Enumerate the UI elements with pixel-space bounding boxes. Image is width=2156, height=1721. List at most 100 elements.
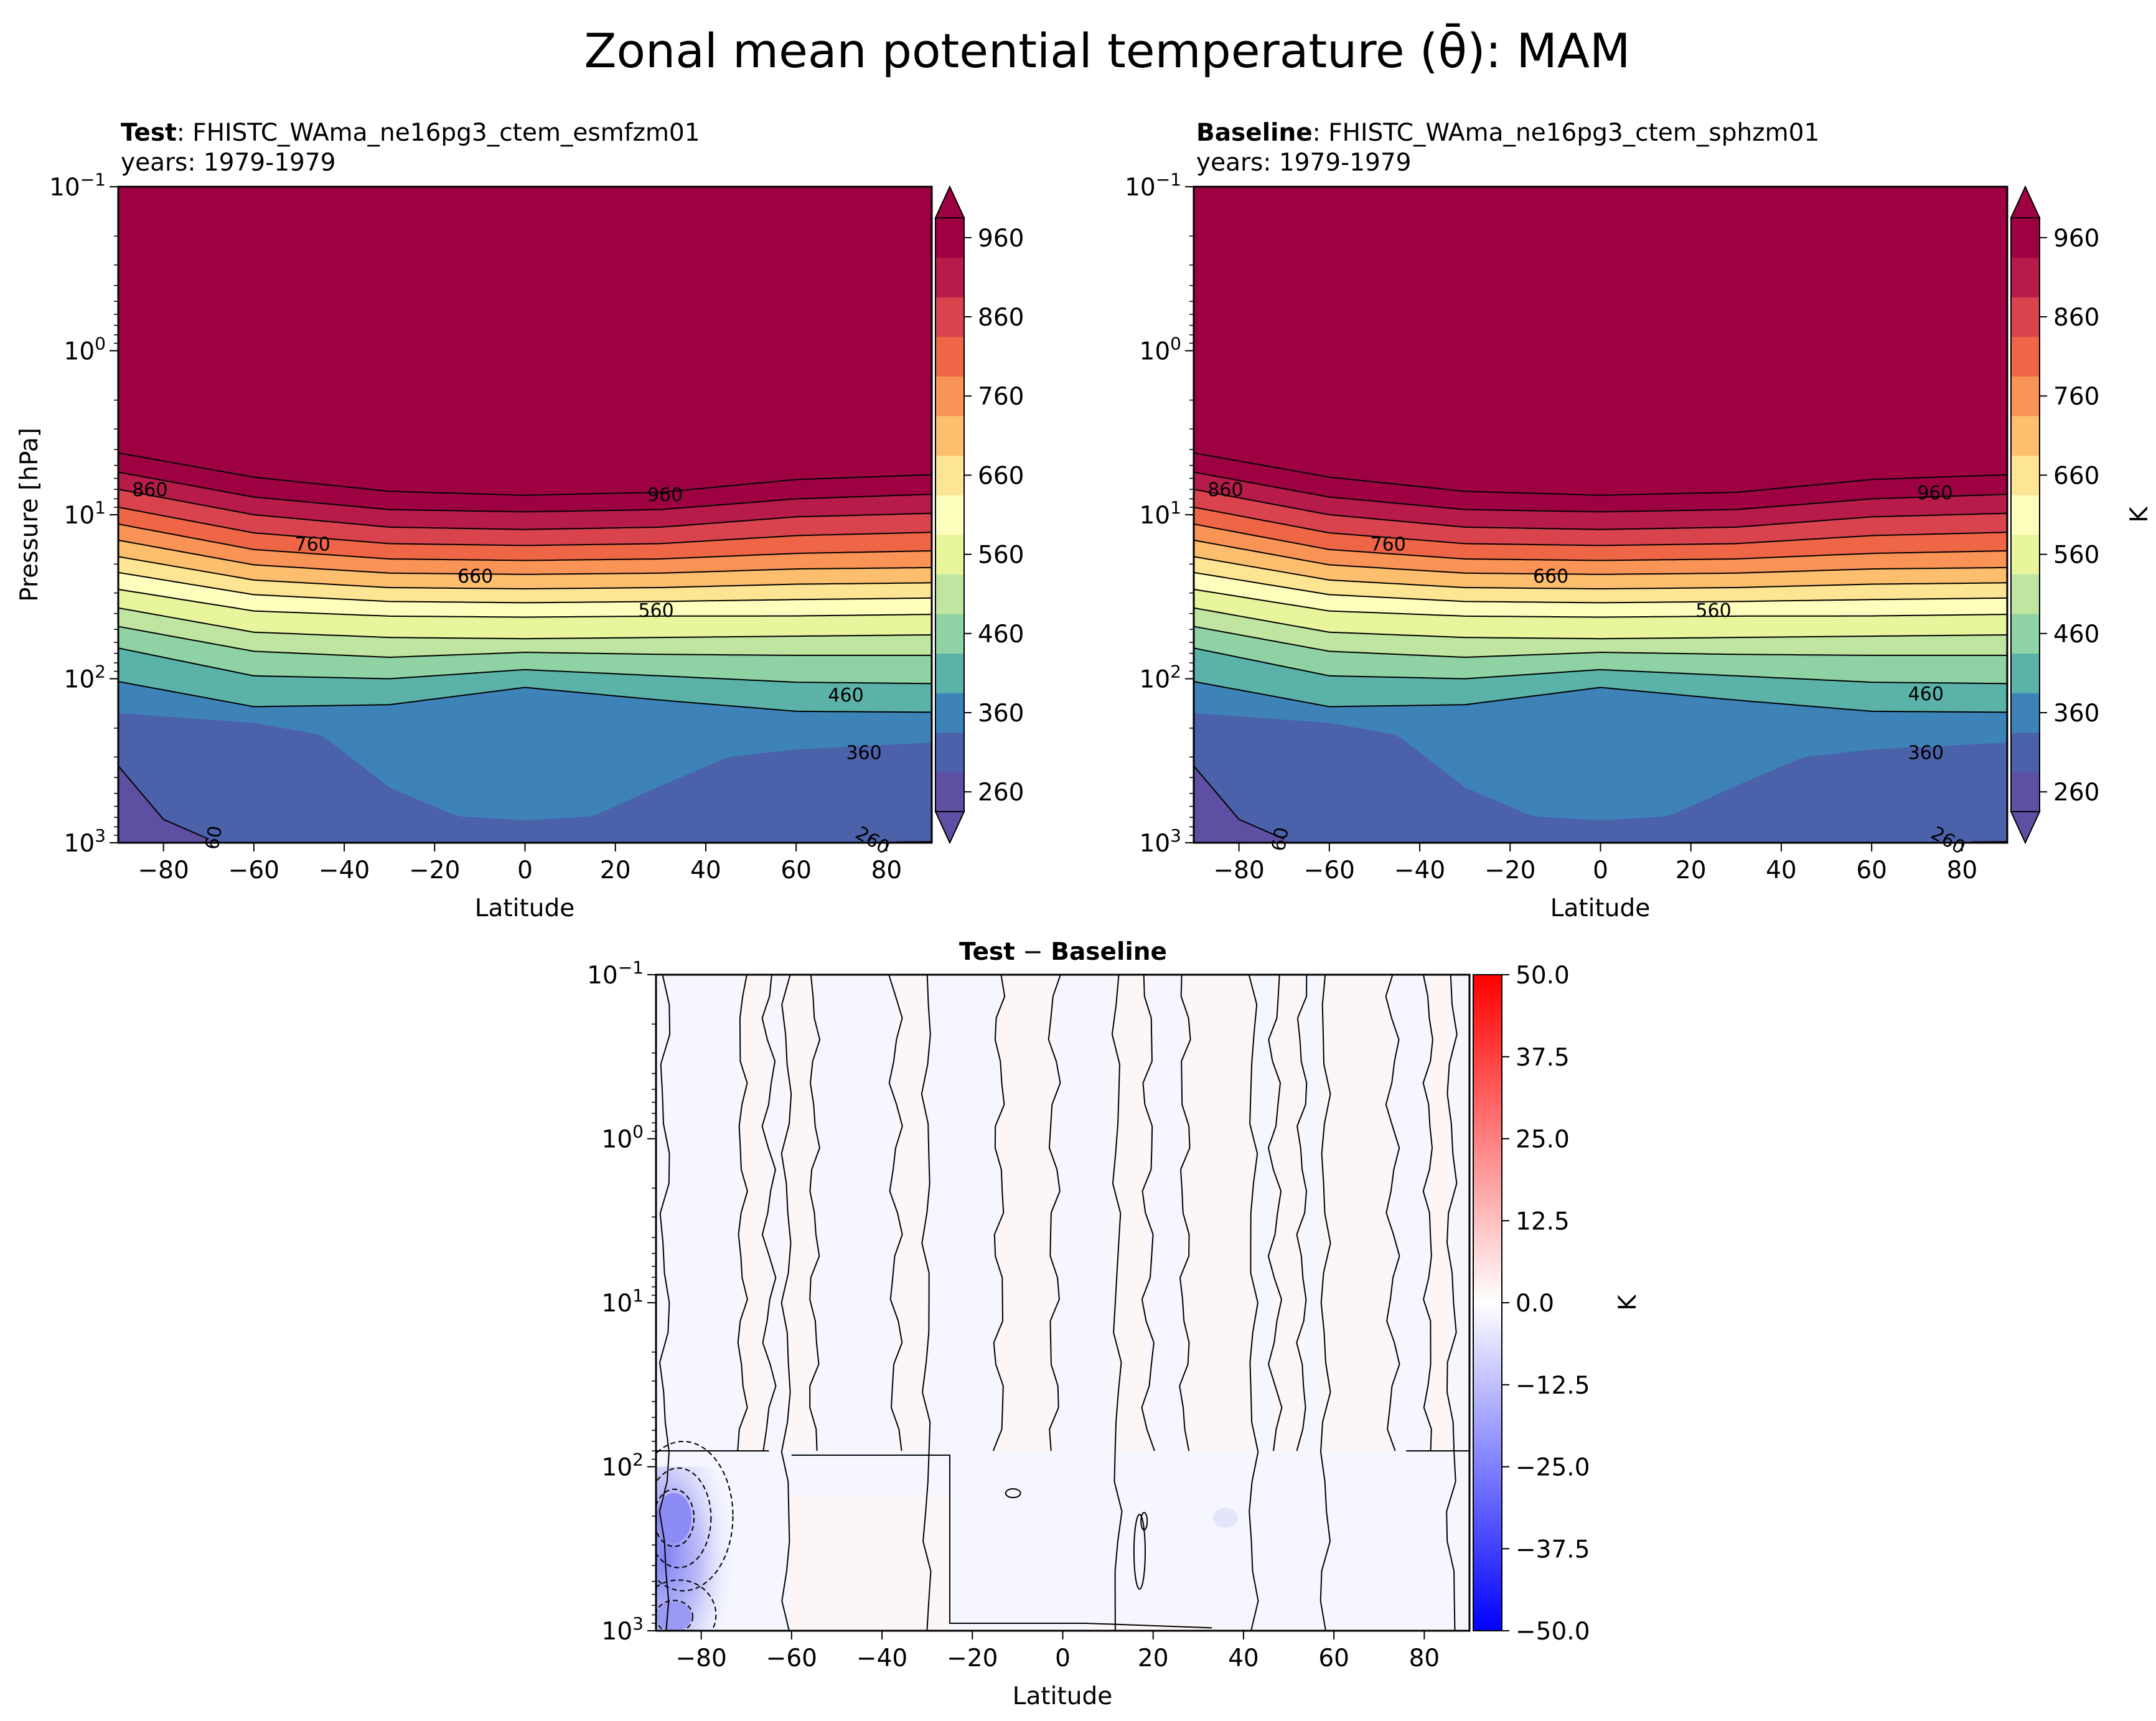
zero-contour xyxy=(1111,975,1123,1631)
test-title-bold: Test xyxy=(121,119,177,147)
x-tick-label: −20 xyxy=(409,856,460,884)
y-tick-base: 10 xyxy=(64,666,95,694)
colorbar-segment xyxy=(935,653,964,693)
y-tick-base: 10 xyxy=(602,1126,633,1154)
diff-positive-region xyxy=(999,975,1054,1451)
contour-line-910 xyxy=(1194,471,2007,513)
negative-contour xyxy=(656,1600,694,1631)
baseline-panel-title: Baseline: FHISTC_WAma_ne16pg3_ctem_sphzm… xyxy=(1196,119,1819,147)
contour-label: 860 xyxy=(132,479,167,501)
colorbar-segment xyxy=(935,297,964,337)
x-tick-label: 80 xyxy=(1409,1644,1440,1672)
y-tick-label: 102 xyxy=(602,1450,644,1482)
zero-contour xyxy=(1133,1514,1146,1590)
contour-line-610 xyxy=(118,571,932,604)
band-960 xyxy=(118,187,932,495)
colorbar-extend-min xyxy=(2010,811,2041,845)
diff-positive-region xyxy=(791,1495,950,1631)
colorbar-segment xyxy=(2011,653,2040,693)
y-tick-base: 10 xyxy=(64,830,95,858)
colorbar-segment xyxy=(2011,534,2040,574)
zero-contour xyxy=(656,1450,1212,1629)
y-tick-base: 10 xyxy=(602,1618,633,1646)
y-tick-exponent: 3 xyxy=(632,1613,644,1634)
diff-positive-region xyxy=(895,975,927,1451)
test-colorbar: 960 860 760 660 560 460 360 260 xyxy=(934,185,1024,845)
colorbar-tick-label: 860 xyxy=(2053,304,2099,332)
difference-x-axis-label: Latitude xyxy=(1013,1682,1113,1710)
y-tick-base: 10 xyxy=(49,174,80,202)
colorbar-tick-label: 360 xyxy=(978,700,1024,728)
baseline-title-bold: Baseline xyxy=(1196,119,1313,147)
zero-contour xyxy=(1048,975,1061,1451)
diff-negative-core xyxy=(657,1601,692,1631)
colorbar-extend-min xyxy=(934,811,965,845)
contour-line-260 xyxy=(1194,765,1285,840)
contour-label: 960 xyxy=(1917,482,1952,504)
x-tick-label: 20 xyxy=(600,856,631,884)
colorbar-segment xyxy=(935,693,964,733)
test-plot-fills xyxy=(118,187,932,843)
x-tick-label: −60 xyxy=(228,856,279,884)
y-tick-base: 10 xyxy=(602,1290,633,1318)
y-tick-base: 10 xyxy=(64,338,95,366)
zero-contour xyxy=(1319,975,1331,1631)
colorbar-segment xyxy=(935,336,964,377)
contour-line-410 xyxy=(118,647,932,685)
negative-contour xyxy=(656,1579,717,1631)
y-tick-label: 10−1 xyxy=(1125,169,1181,202)
y-tick-exponent: 2 xyxy=(95,662,106,682)
diff-positive-region xyxy=(1085,1623,1212,1631)
contour-label: 560 xyxy=(1695,600,1731,622)
contour-line-660 xyxy=(1194,556,2007,590)
contour-line-710 xyxy=(118,539,932,575)
x-tick-label: 60 xyxy=(1318,1644,1349,1672)
x-tick-label: 60 xyxy=(1856,856,1887,884)
zero-contour xyxy=(1141,975,1155,1451)
y-tick-label: 101 xyxy=(602,1285,644,1318)
x-tick-label: −80 xyxy=(138,856,189,884)
zero-contour xyxy=(888,975,903,1451)
colorbar-tick-label: 560 xyxy=(2053,542,2099,570)
x-tick-label: −60 xyxy=(766,1644,817,1672)
zero-contour xyxy=(1179,975,1191,1451)
contour-line-460 xyxy=(118,626,932,659)
contour-label: 960 xyxy=(647,484,683,506)
colorbar-frame xyxy=(2010,217,2040,812)
contour-label: 460 xyxy=(1908,683,1944,705)
zero-contour xyxy=(992,975,1006,1451)
x-tick-label: −40 xyxy=(1394,856,1445,884)
zero-contour xyxy=(659,975,671,1631)
y-tick-exponent: 2 xyxy=(632,1450,644,1470)
zero-contour xyxy=(1296,975,1308,1451)
colorbar-segment xyxy=(935,772,964,812)
diff-negative-spot xyxy=(1212,1508,1238,1528)
contour-line-960 xyxy=(1194,452,2007,496)
colorbar-segment xyxy=(935,495,964,535)
contour-line-710 xyxy=(1194,539,2007,575)
contour-label: 660 xyxy=(457,566,493,588)
diff-positive-region xyxy=(741,975,769,1451)
colorbar-segment xyxy=(2011,495,2040,535)
colorbar-tick-label: 660 xyxy=(978,462,1024,490)
y-tick-label: 103 xyxy=(1140,825,1181,858)
difference-title-mid: − xyxy=(1015,938,1051,966)
y-tick-exponent: 0 xyxy=(95,334,106,354)
test-panel: Test: FHISTC_WAma_ne16pg3_ctem_esmfzm01 … xyxy=(16,119,1024,922)
difference-title-bold: Test xyxy=(959,938,1015,966)
test-contour-lines xyxy=(118,452,932,843)
colorbar-tick-label: 560 xyxy=(978,542,1024,570)
zero-contour xyxy=(1267,975,1283,1451)
contour-line-560 xyxy=(1194,588,2007,618)
x-tick-label: 80 xyxy=(871,856,902,884)
y-tick-base: 10 xyxy=(1140,502,1171,530)
band-260-310 xyxy=(118,766,218,843)
y-tick-label: 102 xyxy=(1140,662,1181,694)
negative-contour xyxy=(656,1488,695,1547)
y-tick-exponent: 0 xyxy=(632,1122,644,1142)
diff-positive-region xyxy=(787,975,815,1451)
colorbar-segment xyxy=(2011,297,2040,337)
difference-plot-fills xyxy=(656,975,1469,1631)
diff-positive-region xyxy=(1117,975,1149,1451)
